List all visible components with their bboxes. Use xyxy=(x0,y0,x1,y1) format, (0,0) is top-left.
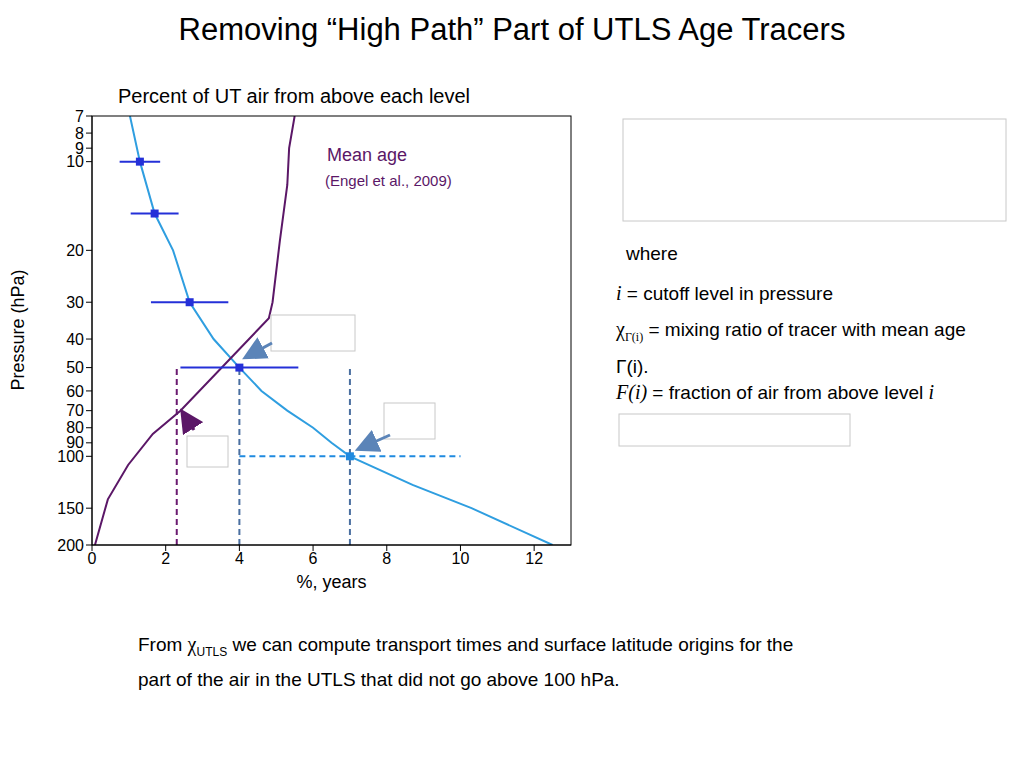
svg-text:150: 150 xyxy=(57,500,84,517)
svg-text:0: 0 xyxy=(88,550,97,567)
svg-text:80: 80 xyxy=(66,419,84,437)
html-text:F(i) = fraction of air from ab: F(i) = fraction of air from above level … xyxy=(616,381,935,403)
html-text:part of the air in the UTLS th: part of the air in the UTLS that did not… xyxy=(138,668,620,690)
svg-text:2: 2 xyxy=(161,550,170,567)
svg-text:7: 7 xyxy=(75,108,84,125)
html-text:%, years: %, years xyxy=(296,572,367,592)
svg-text:12: 12 xyxy=(525,550,543,567)
svg-text:8: 8 xyxy=(382,550,391,567)
svg-text:200: 200 xyxy=(57,537,84,554)
svg-text:4: 4 xyxy=(235,550,244,567)
svg-text:10: 10 xyxy=(66,153,84,170)
svg-text:60: 60 xyxy=(66,383,84,400)
html-text:Percent of UT air from above e: Percent of UT air from above each level xyxy=(118,85,470,107)
svg-text:8: 8 xyxy=(75,124,84,142)
html-text:Removing “High Path” Part of U: Removing “High Path” Part of UTLS Age Tr… xyxy=(178,12,846,47)
html-text:Pressure (hPa): Pressure (hPa) xyxy=(7,269,28,391)
html-text:Mean age: Mean age xyxy=(327,145,408,165)
svg-text:40: 40 xyxy=(66,331,84,348)
html-text:(Engel et al., 2009): (Engel et al., 2009) xyxy=(325,172,452,189)
svg-text:50: 50 xyxy=(66,359,84,376)
html-text:From χUTLSwe can compute trans: From χUTLSwe can compute transport times… xyxy=(138,633,794,659)
svg-text:6: 6 xyxy=(309,550,318,567)
svg-text:10: 10 xyxy=(452,550,470,567)
svg-text:9: 9 xyxy=(75,139,84,157)
svg-text:70: 70 xyxy=(66,402,84,419)
svg-text:30: 30 xyxy=(66,294,84,311)
svg-text:20: 20 xyxy=(66,242,84,259)
html-text:where: where xyxy=(626,243,678,264)
svg-text:100: 100 xyxy=(57,448,84,465)
html-text:χΓ(i)= mixing ratio of tracer: χΓ(i)= mixing ratio of tracer with mean … xyxy=(616,318,966,377)
html-text:i = cutoff level in pressure: i = cutoff level in pressure xyxy=(616,282,833,304)
svg-text:90: 90 xyxy=(66,434,84,452)
